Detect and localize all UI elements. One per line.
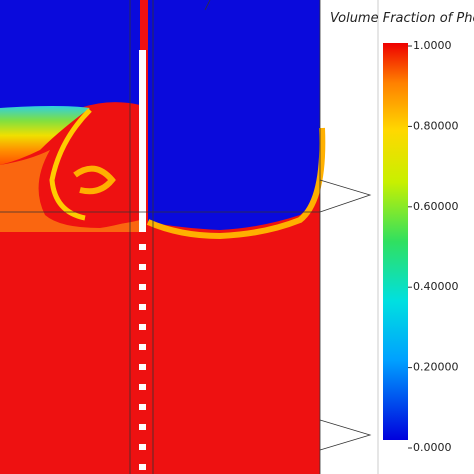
gas-right (0, 0, 321, 230)
tick-label: 1.0000 (413, 39, 452, 52)
mesh-outline (0, 0, 372, 474)
tick-label: 0.0000 (413, 441, 452, 454)
tick-label: 0.20000 (413, 361, 459, 374)
gas-left (0, 0, 140, 110)
swirl-inner (73, 165, 116, 195)
mixing-zone-lower (0, 150, 140, 232)
tick-label: 0.60000 (413, 200, 459, 213)
colorbar-title: Volume Fraction of Phe (330, 11, 474, 26)
mixing-zone (0, 106, 90, 165)
colorbar: Volume Fraction of Phe (330, 0, 474, 474)
tick-label: 0.80000 (413, 119, 459, 132)
colorbar-gradient (383, 43, 408, 440)
interface-right (146, 127, 326, 240)
wall (139, 50, 146, 232)
simulation-view (0, 0, 372, 474)
tick-label: 0.40000 (413, 280, 459, 293)
swirl (49, 108, 92, 221)
wall-segments (139, 244, 146, 470)
